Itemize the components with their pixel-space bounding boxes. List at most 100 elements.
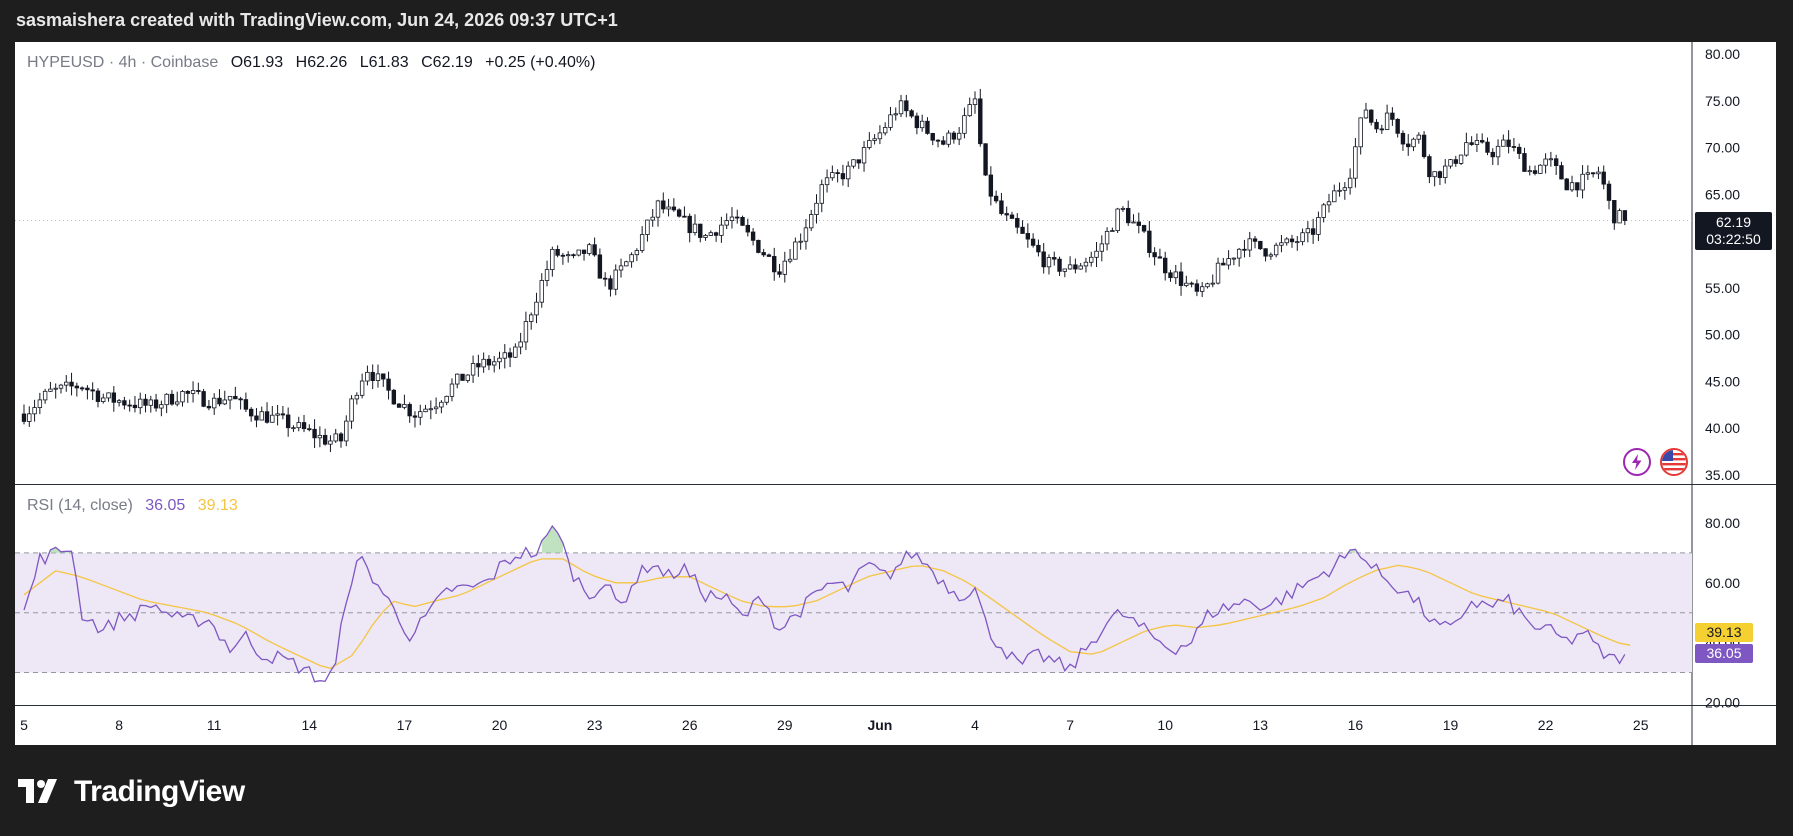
candle-body	[317, 434, 323, 439]
candle-body	[1189, 282, 1194, 285]
candle-body	[1458, 154, 1464, 164]
candle-body	[143, 398, 148, 406]
candle-body	[1115, 208, 1120, 231]
rsi-overbought-fill	[541, 526, 563, 553]
candle-body	[386, 378, 391, 391]
candle-body	[460, 373, 465, 381]
candle-body	[201, 391, 206, 407]
candle-body	[470, 363, 476, 376]
candle-body	[1543, 158, 1548, 166]
candle-body	[1215, 262, 1221, 284]
candle-body	[1427, 156, 1432, 178]
rsi-value: 36.05	[145, 497, 186, 514]
candle-body	[370, 371, 375, 381]
candle-body	[328, 440, 333, 445]
time-axis-tick: 25	[1633, 717, 1649, 733]
candle-body	[1252, 238, 1258, 242]
candle-body	[1067, 264, 1073, 270]
candle-body	[1062, 268, 1068, 272]
candle-body	[539, 280, 544, 303]
candle-body	[798, 240, 803, 243]
chart-canvas[interactable]: 80.00 75.00 70.00 65.00 60.00 55.00 50.00 45.00…	[15, 42, 1776, 745]
candle-body	[32, 407, 37, 415]
candle-body	[1384, 112, 1390, 130]
candle-body	[127, 404, 132, 407]
candle-body	[872, 138, 877, 141]
candle-body	[682, 215, 687, 218]
symbol-name[interactable]: HYPEUSD	[27, 54, 105, 71]
candle-body	[676, 209, 682, 217]
us-flag-icon-glyph	[1662, 450, 1686, 474]
candle-body	[513, 346, 518, 358]
legend-separator: ·	[108, 54, 115, 71]
candle-body	[861, 147, 867, 164]
candle-body	[1548, 158, 1554, 161]
candle-body	[322, 434, 328, 445]
candle-body	[1469, 142, 1474, 145]
candle-body	[1406, 143, 1411, 148]
candle-body	[856, 159, 861, 164]
high-label: H	[295, 54, 308, 71]
candle-body	[645, 219, 650, 235]
candle-body	[1141, 225, 1147, 232]
candle-body	[703, 235, 708, 238]
candle-body	[1078, 265, 1083, 270]
candle-body	[122, 400, 127, 406]
candle-body	[1036, 244, 1041, 253]
candle-body	[465, 374, 470, 381]
candle-body	[1305, 228, 1311, 234]
candle-body	[941, 140, 946, 145]
candle-body	[1326, 201, 1332, 206]
candle-body	[1606, 183, 1612, 201]
candle-body	[1025, 233, 1031, 240]
candle-body	[624, 261, 629, 267]
time-axis-tick: 23	[587, 717, 603, 733]
tradingview-logo[interactable]: TradingView	[18, 772, 245, 812]
candle-body	[729, 216, 735, 221]
bar-countdown: 03:22:50	[1706, 231, 1761, 247]
rsi-indicator-label[interactable]: RSI (14, close)	[27, 497, 133, 514]
candle-body	[914, 115, 920, 129]
candle-body	[153, 399, 159, 409]
interval-label[interactable]: 4h	[118, 54, 137, 71]
candle-body	[407, 403, 412, 417]
rsi-ma-line	[23, 558, 1631, 669]
candle-body	[851, 159, 856, 167]
candle-body	[523, 321, 529, 343]
lightning-bolt-icon[interactable]	[1623, 448, 1651, 476]
candle-body	[349, 398, 354, 422]
candle-body	[391, 389, 397, 405]
price-axis-tick: 65.00	[1705, 186, 1740, 202]
candle-body	[64, 381, 69, 386]
chart-area[interactable]: 80.00 75.00 70.00 65.00 60.00 55.00 50.00 45.00…	[15, 42, 1776, 745]
candle-body	[423, 408, 428, 413]
candle-body	[211, 397, 217, 409]
candle-body	[745, 224, 751, 233]
rsi-value-tag: 36.05	[1695, 644, 1753, 663]
candle-body	[803, 227, 809, 242]
candle-body	[1569, 182, 1575, 191]
us-flag-icon[interactable]	[1660, 448, 1688, 476]
candle-body	[814, 202, 819, 215]
candle-body	[48, 388, 53, 392]
ohlc-legend: HYPEUSD · 4h · Coinbase O61.93 H62.26 L6…	[27, 54, 595, 72]
candle-body	[344, 420, 349, 442]
candle-body	[492, 361, 497, 366]
candle-body	[1289, 238, 1295, 243]
candle-body	[1453, 159, 1458, 164]
candle-body	[507, 352, 513, 358]
candle-body	[338, 433, 344, 442]
candle-body	[95, 390, 101, 402]
candle-body	[1295, 241, 1300, 244]
candle-body	[196, 390, 201, 392]
candle-body	[930, 133, 935, 141]
candle-body	[581, 249, 587, 254]
last-price-tag: 62.19 03:22:50	[1695, 212, 1772, 250]
price-axis-tick: 40.00	[1705, 420, 1740, 436]
rsi-line	[23, 524, 1626, 683]
candle-body	[1522, 153, 1527, 172]
candle-body	[602, 277, 608, 280]
candle-body	[650, 216, 655, 221]
candle-body	[148, 399, 153, 406]
candle-body	[227, 395, 233, 401]
